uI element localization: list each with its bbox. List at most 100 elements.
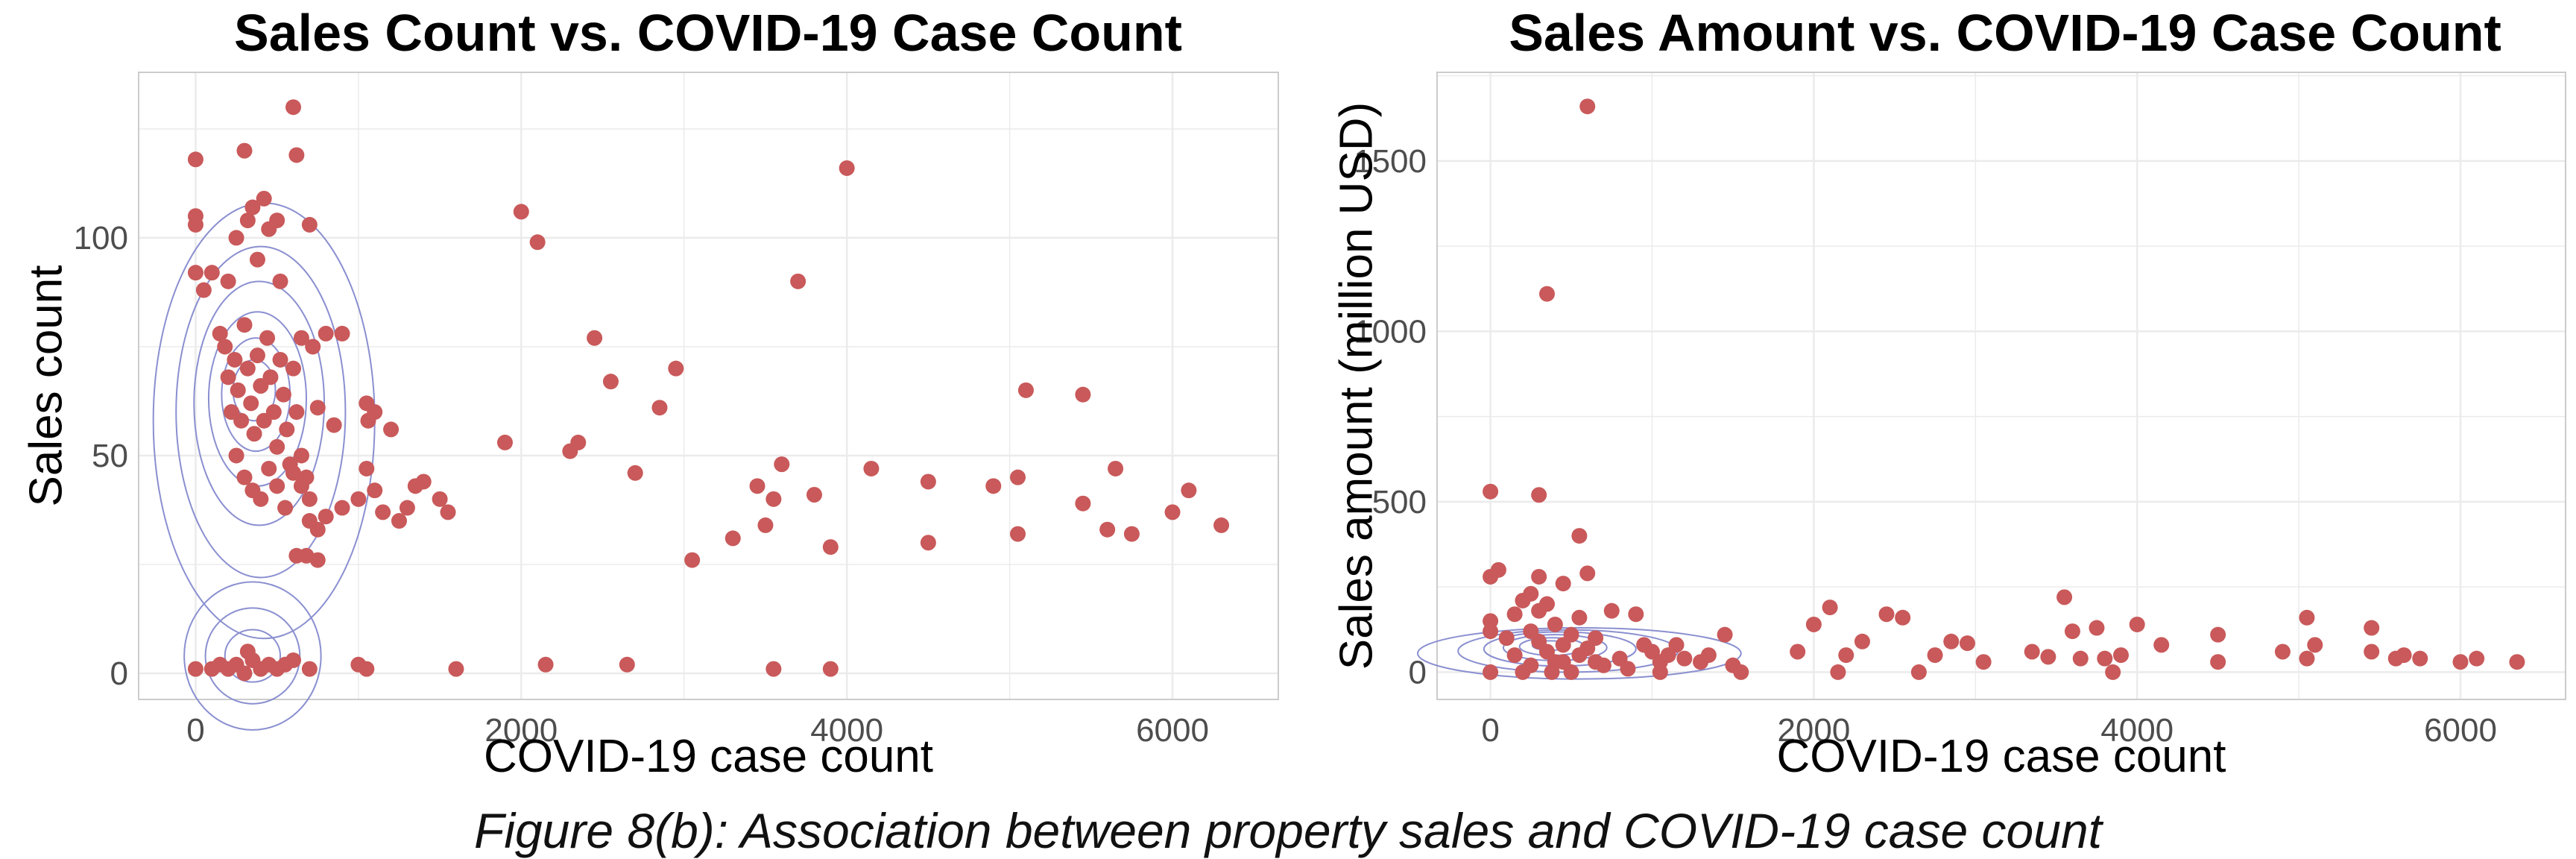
y-axis-label: Sales amount (million USD)	[1331, 102, 1383, 670]
x-tick-label: 0	[1481, 712, 1499, 749]
data-point	[619, 656, 635, 673]
data-point	[839, 160, 855, 176]
data-point	[246, 426, 262, 442]
data-point	[1181, 482, 1197, 499]
x-tick-label: 0	[186, 712, 204, 749]
data-point	[301, 216, 318, 233]
data-point	[1555, 654, 1571, 670]
data-point	[253, 491, 269, 507]
data-point	[293, 447, 309, 464]
data-point	[1547, 616, 1563, 632]
density-contour	[204, 607, 301, 705]
data-point	[236, 142, 253, 159]
data-point	[1830, 664, 1846, 680]
data-point	[1878, 606, 1895, 623]
data-point	[920, 535, 936, 551]
data-point	[1017, 382, 1034, 398]
x-tick-label: 4000	[2100, 712, 2174, 749]
data-point	[757, 517, 774, 533]
data-point	[301, 661, 318, 677]
data-point	[277, 500, 294, 516]
data-point	[1010, 469, 1026, 485]
data-point	[415, 473, 432, 490]
data-point	[1538, 286, 1555, 302]
data-point	[1579, 98, 1596, 115]
data-point	[2097, 650, 2113, 667]
data-point	[285, 652, 302, 668]
data-point	[2210, 626, 2226, 643]
data-point	[2299, 609, 2315, 626]
data-point	[2040, 649, 2056, 665]
data-point	[1099, 521, 1116, 538]
x-axis-label: COVID-19 case count	[1776, 731, 2226, 782]
data-point	[203, 265, 220, 281]
data-point	[1571, 528, 1588, 544]
data-point	[236, 469, 253, 485]
data-point	[2412, 650, 2428, 667]
y-tick-label: 100	[74, 220, 128, 257]
y-tick-label: 500	[1372, 484, 1427, 520]
data-point	[1595, 657, 1611, 673]
data-point	[1628, 606, 1644, 623]
data-point	[1506, 606, 1523, 623]
data-point	[236, 317, 253, 333]
data-point	[187, 151, 203, 168]
y-tick-label: 0	[1409, 654, 1427, 690]
data-point	[309, 552, 326, 568]
data-point	[1676, 650, 1693, 667]
data-point	[309, 521, 326, 538]
data-point	[2072, 650, 2089, 667]
data-point	[326, 417, 342, 433]
data-point	[259, 330, 276, 346]
data-point	[627, 465, 643, 481]
panel-border	[138, 72, 1279, 700]
x-axis-label: COVID-19 case count	[484, 731, 933, 782]
data-point	[822, 661, 839, 677]
data-point	[651, 400, 668, 416]
data-point	[227, 351, 243, 368]
data-point	[1123, 526, 1140, 542]
data-point	[496, 434, 513, 450]
data-point	[1483, 483, 1499, 500]
data-point	[1838, 647, 1854, 664]
data-point	[318, 325, 334, 342]
data-point	[537, 656, 554, 673]
data-point	[359, 460, 375, 476]
data-point	[272, 351, 288, 368]
data-point	[217, 339, 233, 355]
x-tick-label: 6000	[2424, 712, 2497, 749]
data-point	[2113, 647, 2130, 664]
data-point	[272, 273, 288, 289]
data-point	[262, 369, 279, 386]
data-point	[288, 404, 305, 421]
data-point	[749, 478, 765, 494]
data-point	[1506, 647, 1523, 664]
data-point	[1959, 635, 1975, 652]
data-point	[228, 447, 244, 464]
data-point	[1854, 633, 1870, 649]
data-point	[230, 382, 246, 398]
data-point	[2469, 650, 2485, 667]
data-point	[1075, 495, 1091, 512]
data-point	[1588, 630, 1604, 646]
density-contour	[224, 629, 282, 683]
data-point	[668, 360, 684, 377]
data-point	[269, 438, 285, 455]
data-point	[285, 360, 302, 377]
data-point	[1603, 602, 1620, 619]
data-point	[1544, 664, 1560, 680]
data-point	[1563, 626, 1579, 643]
data-point	[2299, 650, 2315, 667]
data-point	[383, 421, 400, 438]
data-point	[1927, 647, 1943, 664]
data-point	[587, 330, 603, 346]
y-tick-label: 1500	[1354, 143, 1427, 180]
data-point	[2056, 589, 2073, 605]
data-point	[236, 665, 253, 682]
data-point	[2024, 644, 2040, 660]
data-point	[1975, 654, 1992, 670]
data-point	[305, 339, 321, 355]
data-point	[765, 491, 782, 507]
data-point	[293, 478, 309, 494]
